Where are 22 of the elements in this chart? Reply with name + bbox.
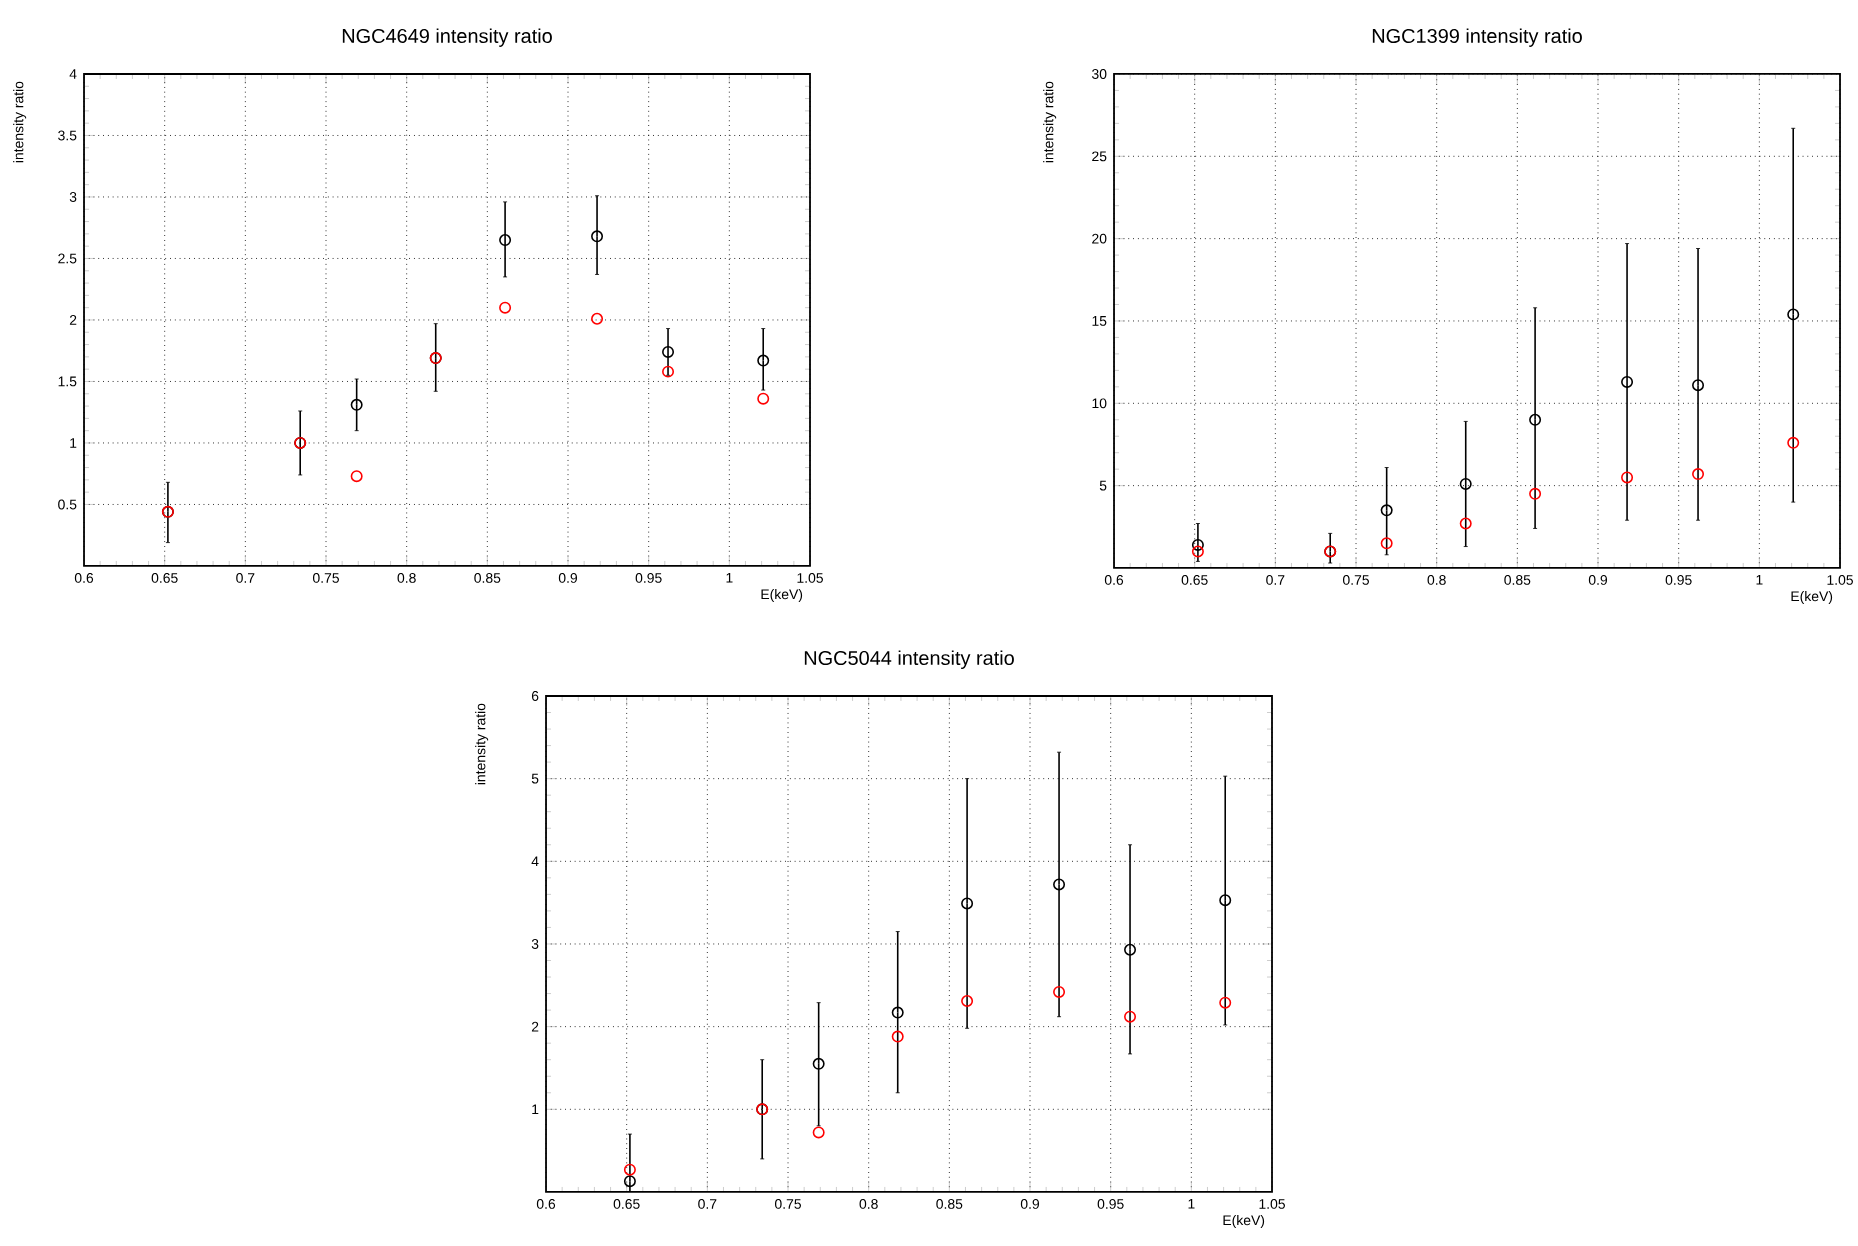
- point: [1787, 436, 1800, 449]
- chart-title: NGC5044 intensity ratio: [804, 650, 1014, 669]
- point: [1459, 517, 1472, 530]
- point: [757, 392, 770, 405]
- point: [591, 312, 604, 325]
- point: [1219, 996, 1232, 1009]
- point: [1692, 468, 1705, 481]
- point: [1053, 985, 1066, 998]
- point: [812, 1126, 825, 1139]
- point: [499, 301, 512, 314]
- point: [350, 470, 363, 483]
- point: [1124, 1010, 1137, 1023]
- chart-title: NGC1399 intensity ratio: [1372, 28, 1582, 47]
- point: [1191, 545, 1204, 558]
- point: [662, 365, 675, 378]
- chart-title: NGC4649 intensity ratio: [342, 28, 552, 47]
- point: [623, 1163, 636, 1176]
- point: [1621, 471, 1634, 484]
- point: [1380, 537, 1393, 550]
- point: [891, 1030, 904, 1043]
- point: [961, 995, 974, 1008]
- point: [1529, 487, 1542, 500]
